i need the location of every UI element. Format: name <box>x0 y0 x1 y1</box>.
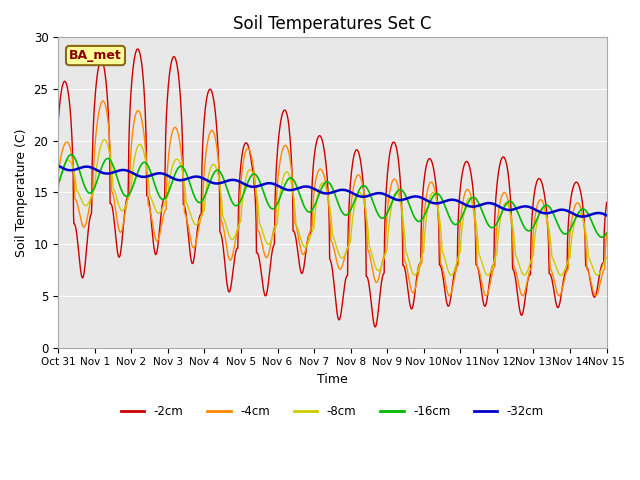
-8cm <box>120 207 127 213</box>
-16cm <box>367 193 374 199</box>
-2cm <box>134 46 141 52</box>
Line: -32cm: -32cm <box>58 166 607 216</box>
-2cm <box>371 324 379 330</box>
-32cm <box>287 187 294 193</box>
-4cm <box>120 221 127 227</box>
-4cm <box>592 293 600 299</box>
-16cm <box>67 152 75 157</box>
-8cm <box>603 254 611 260</box>
-8cm <box>367 247 374 253</box>
-2cm <box>287 153 295 159</box>
-8cm <box>54 189 62 194</box>
Line: -4cm: -4cm <box>58 101 607 296</box>
-8cm <box>594 272 602 278</box>
-4cm <box>299 251 307 257</box>
-16cm <box>308 207 316 213</box>
X-axis label: Time: Time <box>317 373 348 386</box>
-16cm <box>97 167 105 172</box>
-4cm <box>367 256 374 262</box>
-32cm <box>97 169 104 175</box>
Line: -16cm: -16cm <box>58 155 607 237</box>
Y-axis label: Soil Temperature (C): Soil Temperature (C) <box>15 128 28 257</box>
Line: -2cm: -2cm <box>58 49 607 327</box>
-32cm <box>579 214 586 219</box>
-2cm <box>54 120 62 125</box>
-32cm <box>119 167 127 173</box>
Legend: -2cm, -4cm, -8cm, -16cm, -32cm: -2cm, -4cm, -8cm, -16cm, -32cm <box>116 400 548 422</box>
-16cm <box>54 181 62 187</box>
-32cm <box>54 163 62 168</box>
-8cm <box>308 228 316 234</box>
-2cm <box>119 228 127 234</box>
-2cm <box>367 295 374 300</box>
-2cm <box>308 175 316 180</box>
Line: -8cm: -8cm <box>58 140 607 275</box>
-8cm <box>299 241 307 247</box>
Title: Soil Temperatures Set C: Soil Temperatures Set C <box>233 15 431 33</box>
-32cm <box>308 185 316 191</box>
Text: BA_met: BA_met <box>69 49 122 62</box>
-16cm <box>120 191 127 197</box>
-16cm <box>603 230 611 236</box>
-32cm <box>298 184 306 190</box>
-32cm <box>603 213 611 218</box>
-4cm <box>97 102 104 108</box>
-32cm <box>367 192 374 198</box>
-4cm <box>308 216 316 222</box>
-4cm <box>603 230 611 236</box>
-16cm <box>287 175 295 181</box>
-4cm <box>54 172 62 178</box>
-16cm <box>299 200 307 205</box>
-4cm <box>287 165 295 171</box>
-8cm <box>97 144 104 149</box>
-2cm <box>603 200 611 205</box>
-16cm <box>598 234 605 240</box>
-8cm <box>100 137 108 143</box>
-2cm <box>97 58 104 64</box>
-2cm <box>299 270 307 276</box>
-8cm <box>287 180 295 185</box>
-4cm <box>99 98 107 104</box>
